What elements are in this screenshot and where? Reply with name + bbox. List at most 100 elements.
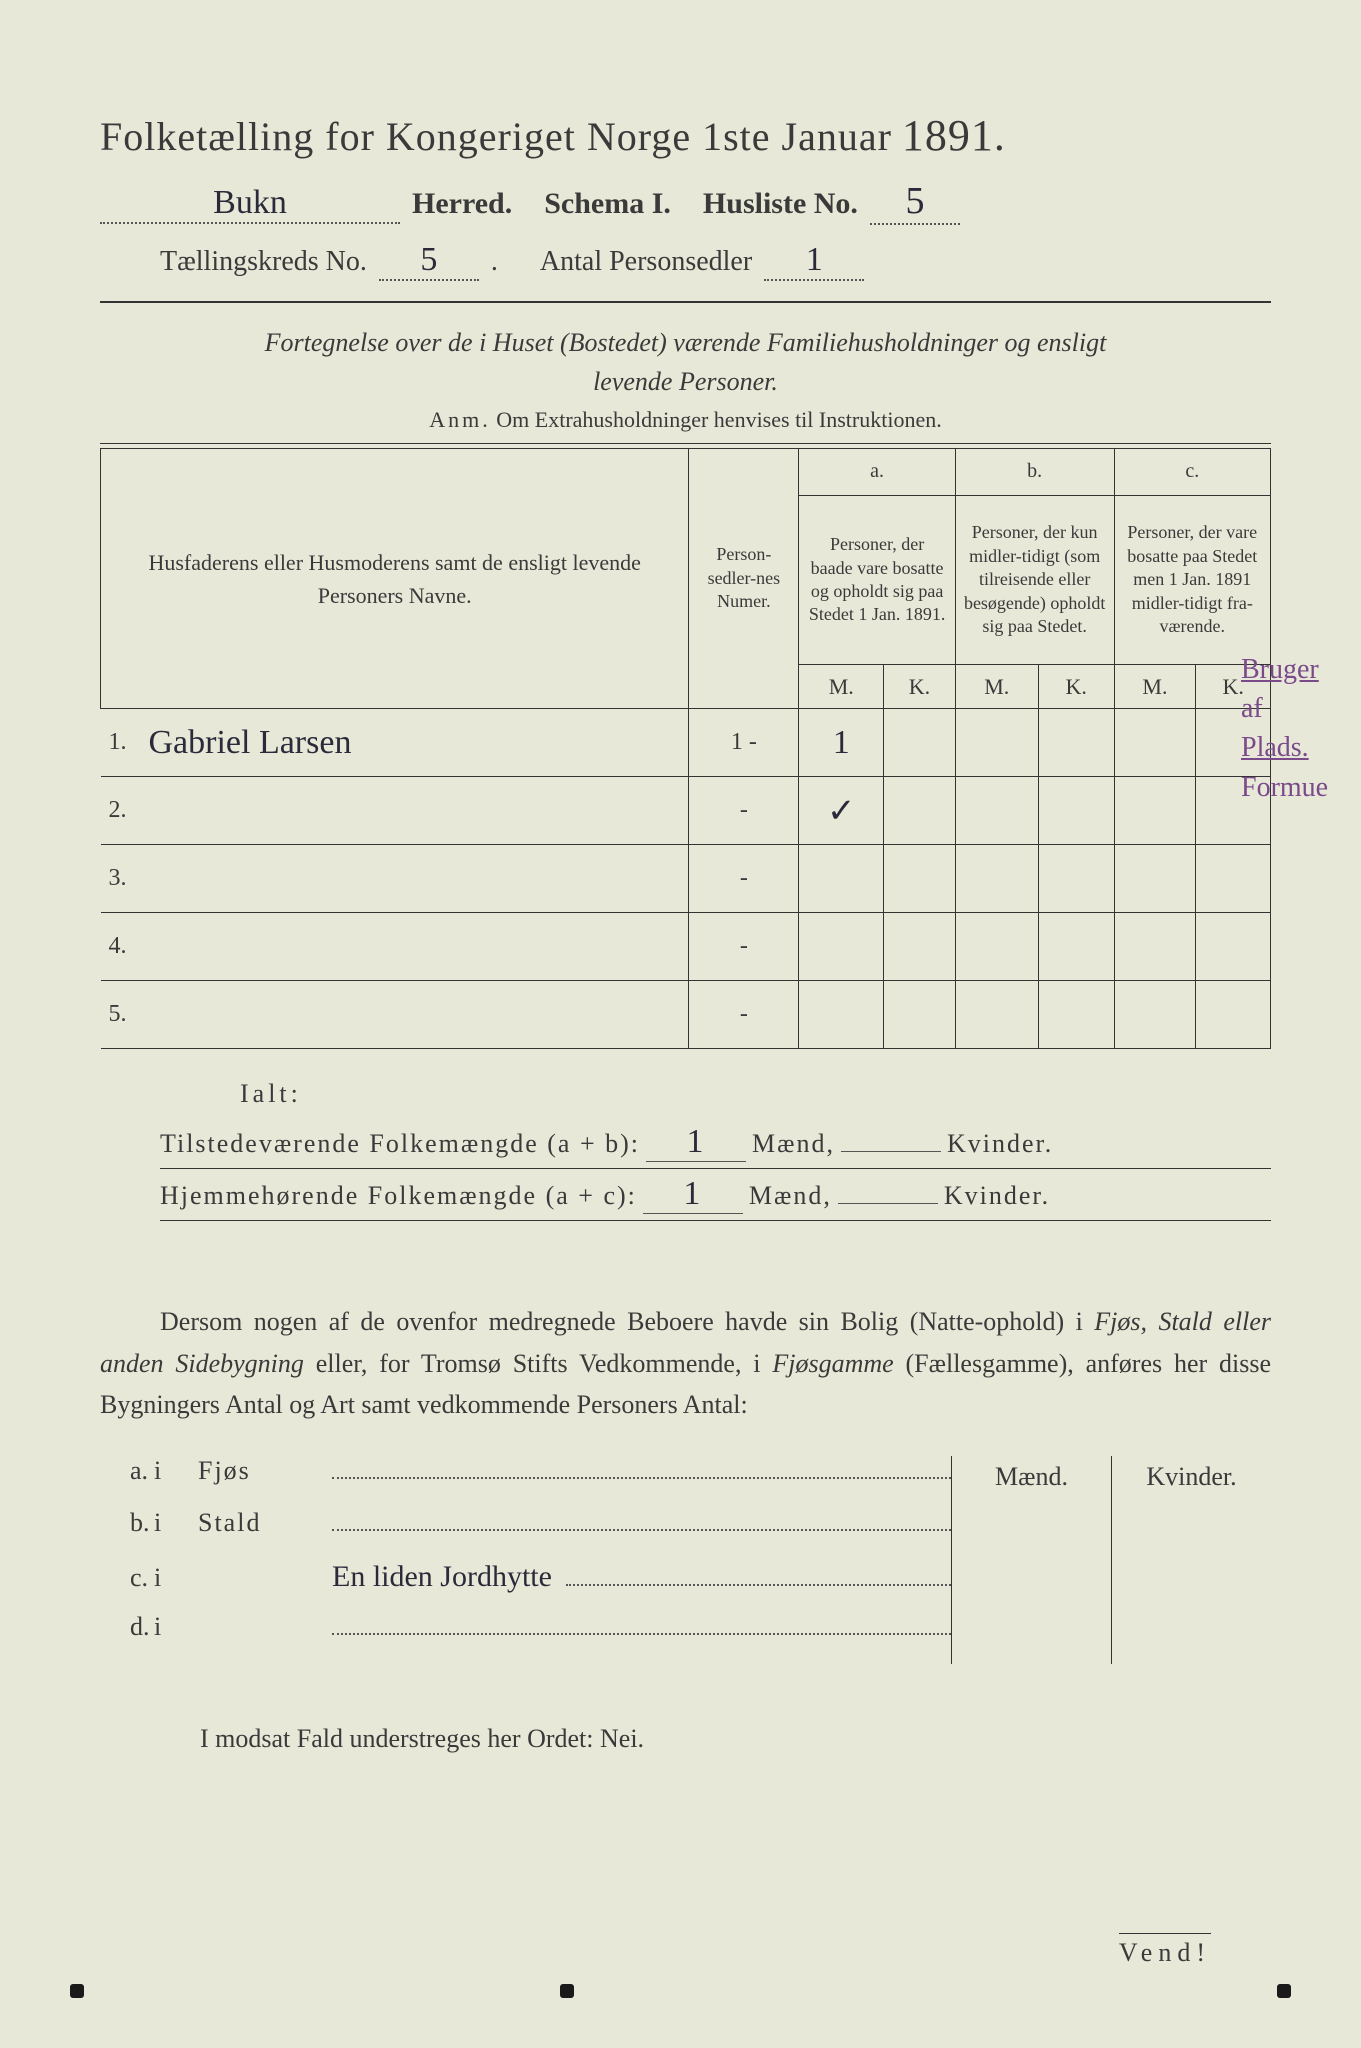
- ialt-label: Ialt:: [240, 1079, 1271, 1109]
- dots-fill: [332, 1461, 951, 1479]
- bygn-i: i: [154, 1508, 184, 1538]
- punch-hole-icon: [70, 1984, 84, 1998]
- name-cell: Gabriel Larsen: [141, 709, 689, 777]
- herred-label: Herred.: [412, 187, 512, 221]
- c-m-cell: [1114, 981, 1196, 1049]
- antal-value: 1: [764, 241, 864, 281]
- bygning-row: d.i: [100, 1612, 951, 1664]
- para-e2: Fjøsgamme: [772, 1349, 893, 1378]
- kreds-value: 5: [379, 241, 479, 281]
- kvinder-label2: Kvinder.: [944, 1181, 1050, 1211]
- col-c-m: M.: [1114, 665, 1196, 709]
- bygn-lbl: a.: [100, 1456, 140, 1486]
- hjemme-m: 1: [643, 1175, 743, 1214]
- schema-label: Schema I.: [544, 187, 671, 221]
- margin-l3: Plads.: [1241, 728, 1341, 767]
- b-m-cell: [955, 913, 1038, 981]
- hjemme-k: [838, 1180, 938, 1204]
- tilstede-k: [841, 1128, 941, 1152]
- name-cell: [141, 913, 689, 981]
- subtitle: Fortegnelse over de i Huset (Bostedet) v…: [100, 323, 1271, 401]
- margin-note: Bruger af Plads. Formue: [1241, 650, 1341, 807]
- b-m-cell: [955, 845, 1038, 913]
- kreds-label: Tællingskreds No.: [160, 246, 367, 278]
- col-a-letter: a.: [799, 449, 955, 496]
- col-a-m: M.: [799, 665, 884, 709]
- table-row: 3.-: [101, 845, 1271, 913]
- b-m-cell: [955, 981, 1038, 1049]
- a-k-cell: [884, 845, 956, 913]
- hjemme-label: Hjemmehørende Folkemængde (a + c):: [160, 1181, 637, 1211]
- numer-cell: -: [689, 981, 799, 1049]
- col-b-header: Personer, der kun midler-tidigt (som til…: [955, 495, 1114, 664]
- col-c-letter: c.: [1114, 449, 1270, 496]
- bygn-i: i: [154, 1563, 184, 1593]
- bygninger-rows: a.iFjøsb.iStaldc.iEn liden Jordhytted.i: [100, 1456, 951, 1664]
- modsat-line: I modsat Fald understreges her Ordet: Ne…: [100, 1724, 1271, 1754]
- bygn-type: Fjøs: [198, 1456, 318, 1486]
- bygn-hand: En liden Jordhytte: [332, 1560, 552, 1594]
- herred-value: Bukn: [100, 184, 400, 224]
- table-row: 1.Gabriel Larsen1 -1: [101, 709, 1271, 777]
- divider: [100, 301, 1271, 303]
- hjemme-line: Hjemmehørende Folkemængde (a + c): 1 Mæn…: [160, 1175, 1271, 1214]
- a-m-cell: 1: [799, 709, 884, 777]
- para-t1: Dersom nogen af de ovenfor medregnede Be…: [160, 1307, 1094, 1336]
- name-cell: [141, 777, 689, 845]
- bolig-paragraph: Dersom nogen af de ovenfor medregnede Be…: [100, 1301, 1271, 1426]
- divider-sum2: [160, 1220, 1271, 1221]
- bygning-row: c.iEn liden Jordhytte: [100, 1560, 951, 1612]
- bygn-type: Stald: [198, 1508, 318, 1538]
- a-m-cell: [799, 913, 884, 981]
- numer-cell: -: [689, 845, 799, 913]
- herred-line: Bukn Herred. Schema I. Husliste No. 5: [100, 179, 1271, 225]
- col-b-m: M.: [955, 665, 1038, 709]
- row-number: 1.: [101, 709, 141, 777]
- name-cell: [141, 845, 689, 913]
- col-c-header: Personer, der vare bosatte paa Stedet me…: [1114, 495, 1270, 664]
- b-m-cell: [955, 709, 1038, 777]
- bygn-kvinder: Kvinder.: [1112, 1456, 1271, 1664]
- divider-sum: [160, 1168, 1271, 1169]
- a-k-cell: [884, 777, 956, 845]
- bygninger-counts: Mænd. Kvinder.: [951, 1456, 1271, 1664]
- b-k-cell: [1038, 981, 1114, 1049]
- col-b-k: K.: [1038, 665, 1114, 709]
- maend-label: Mænd,: [752, 1129, 835, 1159]
- a-m-cell: [799, 981, 884, 1049]
- a-k-cell: [884, 981, 956, 1049]
- maend-label2: Mænd,: [749, 1181, 832, 1211]
- a-k-cell: [884, 913, 956, 981]
- a-m-cell: ✓: [799, 777, 884, 845]
- bygn-lbl: b.: [100, 1508, 140, 1538]
- col-b-letter: b.: [955, 449, 1114, 496]
- kvinder-label: Kvinder.: [947, 1129, 1053, 1159]
- punch-hole-icon: [560, 1984, 574, 1998]
- husliste-value: 5: [870, 179, 960, 225]
- b-m-cell: [955, 777, 1038, 845]
- c-m-cell: [1114, 845, 1196, 913]
- anm-label: Anm.: [429, 407, 491, 432]
- b-k-cell: [1038, 709, 1114, 777]
- household-table: Husfaderens eller Husmoderens samt de en…: [100, 448, 1271, 1049]
- table-row: 2.-✓: [101, 777, 1271, 845]
- a-k-cell: [884, 709, 956, 777]
- bygn-i: i: [154, 1612, 184, 1642]
- census-form-page: Folketælling for Kongeriget Norge 1ste J…: [0, 0, 1361, 2048]
- col-a-header: Personer, der baade vare bosatte og opho…: [799, 495, 955, 664]
- c-k-cell: [1196, 913, 1271, 981]
- name-cell: [141, 981, 689, 1049]
- c-m-cell: [1114, 709, 1196, 777]
- col-numer-header: Person-sedler-nes Numer.: [689, 449, 799, 709]
- kreds-line: Tællingskreds No. 5 . Antal Personsedler…: [100, 241, 1271, 281]
- title-text: Folketælling for Kongeriget Norge 1ste J…: [100, 113, 892, 160]
- c-m-cell: [1114, 913, 1196, 981]
- tilstede-m: 1: [646, 1123, 746, 1162]
- c-m-cell: [1114, 777, 1196, 845]
- antal-label: Antal Personsedler: [540, 246, 752, 278]
- dots-fill: [332, 1513, 951, 1531]
- col-names-text: Husfaderens eller Husmoderens samt de en…: [148, 550, 640, 608]
- margin-l4: Formue: [1241, 768, 1341, 807]
- margin-l1: Bruger: [1241, 650, 1341, 689]
- b-k-cell: [1038, 913, 1114, 981]
